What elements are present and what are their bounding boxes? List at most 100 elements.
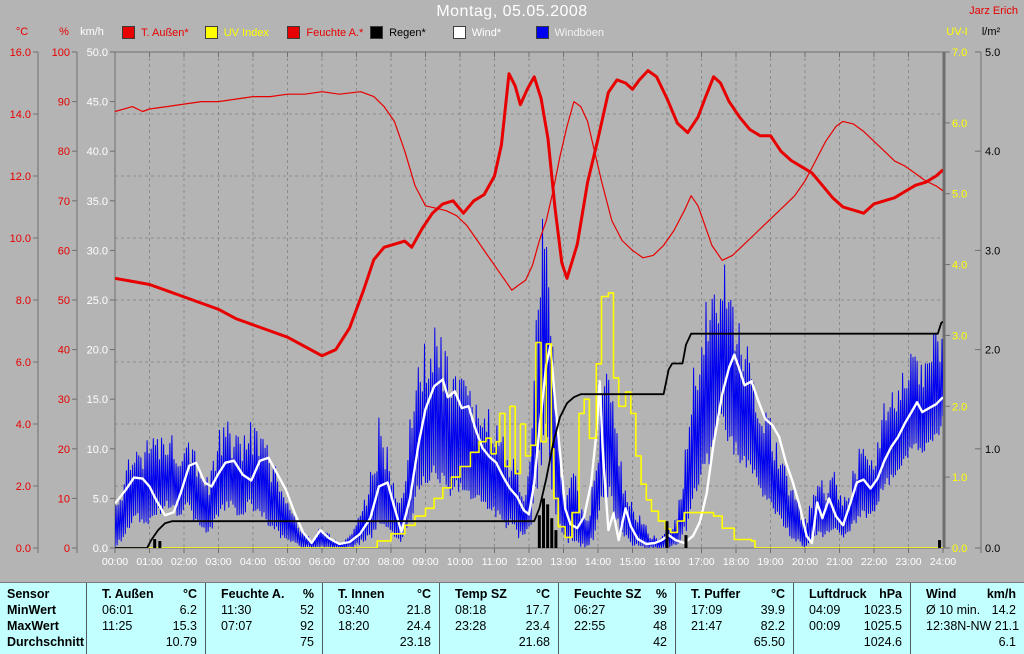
y-tick-label: 90: [58, 97, 70, 109]
author-label: Jarz Erich: [969, 5, 1018, 17]
y-axis-UV-I: [944, 51, 950, 549]
stat-row: Durchschnitt: [7, 635, 85, 649]
legend-item-2: UV Index: [204, 26, 269, 39]
stat-row: 04:09 1023.5: [809, 603, 902, 617]
stat-row: 11:25 15.3: [102, 619, 197, 633]
stat-row: 11:30 52: [221, 603, 314, 617]
y-tick-label: 6.0: [16, 357, 31, 369]
y-tick-label: 35.0: [87, 196, 108, 208]
y-tick-label: 4.0: [16, 419, 31, 431]
legend-swatch: [204, 26, 218, 39]
x-tick-label: 15:00: [619, 556, 645, 568]
legend-item-6: Windböen: [535, 26, 604, 39]
series-wind-: [115, 344, 943, 546]
y-tick-label: 0.0: [952, 543, 967, 555]
y-tick-label: 10.0: [10, 233, 31, 245]
x-tick-label: 17:00: [688, 556, 714, 568]
y-tick-label: 30: [58, 394, 70, 406]
legend-swatch: [370, 26, 384, 39]
stat-row: 23:28 23.4: [455, 619, 550, 633]
y-tick-label: 20: [58, 444, 70, 456]
y-tick-label: 25.0: [87, 295, 108, 307]
legend-item-5: Wind*: [452, 26, 501, 39]
y-tick-label: 4.0: [985, 146, 1000, 158]
x-tick-label: 04:00: [240, 556, 266, 568]
stat-row: Luftdruck hPa: [809, 587, 902, 601]
stat-row: 07:07 92: [221, 619, 314, 633]
stat-row: 08:18 17.7: [455, 603, 550, 617]
legend-label: Feuchte A.*: [306, 26, 364, 39]
y-tick-label: 1.0: [985, 444, 1000, 456]
x-tick-label: 21:00: [826, 556, 852, 568]
sensor-column-wind: Wind km/h Ø 10 min. 14.2 12:38 N-NW 21.1 6.1: [911, 583, 1024, 654]
y-tick-label: 2.0: [16, 481, 31, 493]
legend-label: T. Außen*: [141, 26, 189, 39]
unit-label-UV-I: UV-I: [946, 26, 968, 38]
y-tick-label: 0.0: [985, 543, 1000, 555]
y-tick-label: 1.0: [952, 472, 967, 484]
series-feuchte-a-: [115, 91, 943, 291]
x-tick-label: 05:00: [274, 556, 300, 568]
stat-row: Sensor: [7, 587, 50, 601]
x-tick-label: 00:00: [102, 556, 128, 568]
stat-row: 42: [653, 635, 667, 649]
x-tick-label: 12:00: [516, 556, 542, 568]
legend-swatch: [452, 26, 466, 39]
stat-row: 6.1: [998, 635, 1016, 649]
y-tick-label: 5.0: [93, 493, 108, 505]
y-axis-km/h: [110, 51, 116, 553]
x-tick-label: 20:00: [792, 556, 818, 568]
stat-row: MinWert: [7, 603, 57, 617]
series-layer: [115, 69, 943, 548]
x-tick-label: 24:00: [930, 556, 956, 568]
stat-row: Ø 10 min. 14.2: [926, 603, 1016, 617]
unit-label-l/m²: l/m²: [981, 26, 1001, 38]
stat-row: 65.50: [753, 635, 785, 649]
x-tick-label: 18:00: [723, 556, 749, 568]
y-tick-label: 4.0: [952, 260, 967, 272]
x-tick-label: 14:00: [585, 556, 611, 568]
y-tick-label: 50.0: [87, 47, 108, 59]
y-tick-label: 50: [58, 295, 70, 307]
row-label-column: Sensor MinWert MaxWert Durchschnitt: [0, 583, 87, 654]
x-tick-label: 22:00: [861, 556, 887, 568]
stat-row: 21:47 82.2: [691, 619, 785, 633]
y-tick-label: 10.0: [87, 444, 108, 456]
y-tick-label: 14.0: [10, 109, 31, 121]
x-tick-label: 19:00: [757, 556, 783, 568]
x-tick-label: 02:00: [171, 556, 197, 568]
stat-row: 12:38 N-NW 21.1: [926, 619, 1020, 633]
sensor-column-t-puffer: T. Puffer °C 17:09 39.9 21:47 82.2 65.50: [676, 583, 794, 654]
stat-row: 03:40 21.8: [338, 603, 431, 617]
y-tick-label: 60: [58, 245, 70, 257]
y-tick-label: 5.0: [985, 47, 1000, 59]
y-tick-label: 6.0: [952, 118, 967, 130]
series-t-au-en-: [115, 69, 943, 358]
weather-chart: 16.014.012.010.08.06.04.02.00.0100908070…: [10, 47, 1001, 568]
x-tick-label: 23:00: [895, 556, 921, 568]
legend-item-3: Feuchte A.*: [287, 26, 363, 39]
y-tick-label: 15.0: [87, 394, 108, 406]
y-tick-label: 12.0: [10, 171, 31, 183]
rain-rate-bars: [153, 498, 942, 548]
sensor-column-t-au-en: T. Außen °C 06:01 6.2 11:25 15.3 10.79: [87, 583, 206, 654]
x-tick-label: 13:00: [550, 556, 576, 568]
y-tick-label: 70: [58, 196, 70, 208]
y-tick-label: 20.0: [87, 345, 108, 357]
stat-row: Feuchte SZ%: [574, 587, 667, 601]
stat-row: Feuchte A.%: [221, 587, 314, 601]
unit-label-°C: °C: [15, 26, 29, 38]
x-tick-label: 16:00: [654, 556, 680, 568]
stat-row: 23.18: [399, 635, 431, 649]
stat-row: 06:27 39: [574, 603, 667, 617]
stat-row: Temp SZ °C: [455, 587, 550, 601]
x-tick-label: 07:00: [343, 556, 369, 568]
y-tick-label: 0: [64, 543, 70, 555]
stat-row: 06:01 6.2: [102, 603, 197, 617]
stat-row: 00:09 1025.5: [809, 619, 902, 633]
y-tick-label: 2.0: [985, 345, 1000, 357]
stat-row: MaxWert: [7, 619, 59, 633]
unit-label-km/h: km/h: [80, 26, 104, 38]
y-tick-label: 40.0: [87, 146, 108, 158]
y-tick-label: 8.0: [16, 295, 31, 307]
